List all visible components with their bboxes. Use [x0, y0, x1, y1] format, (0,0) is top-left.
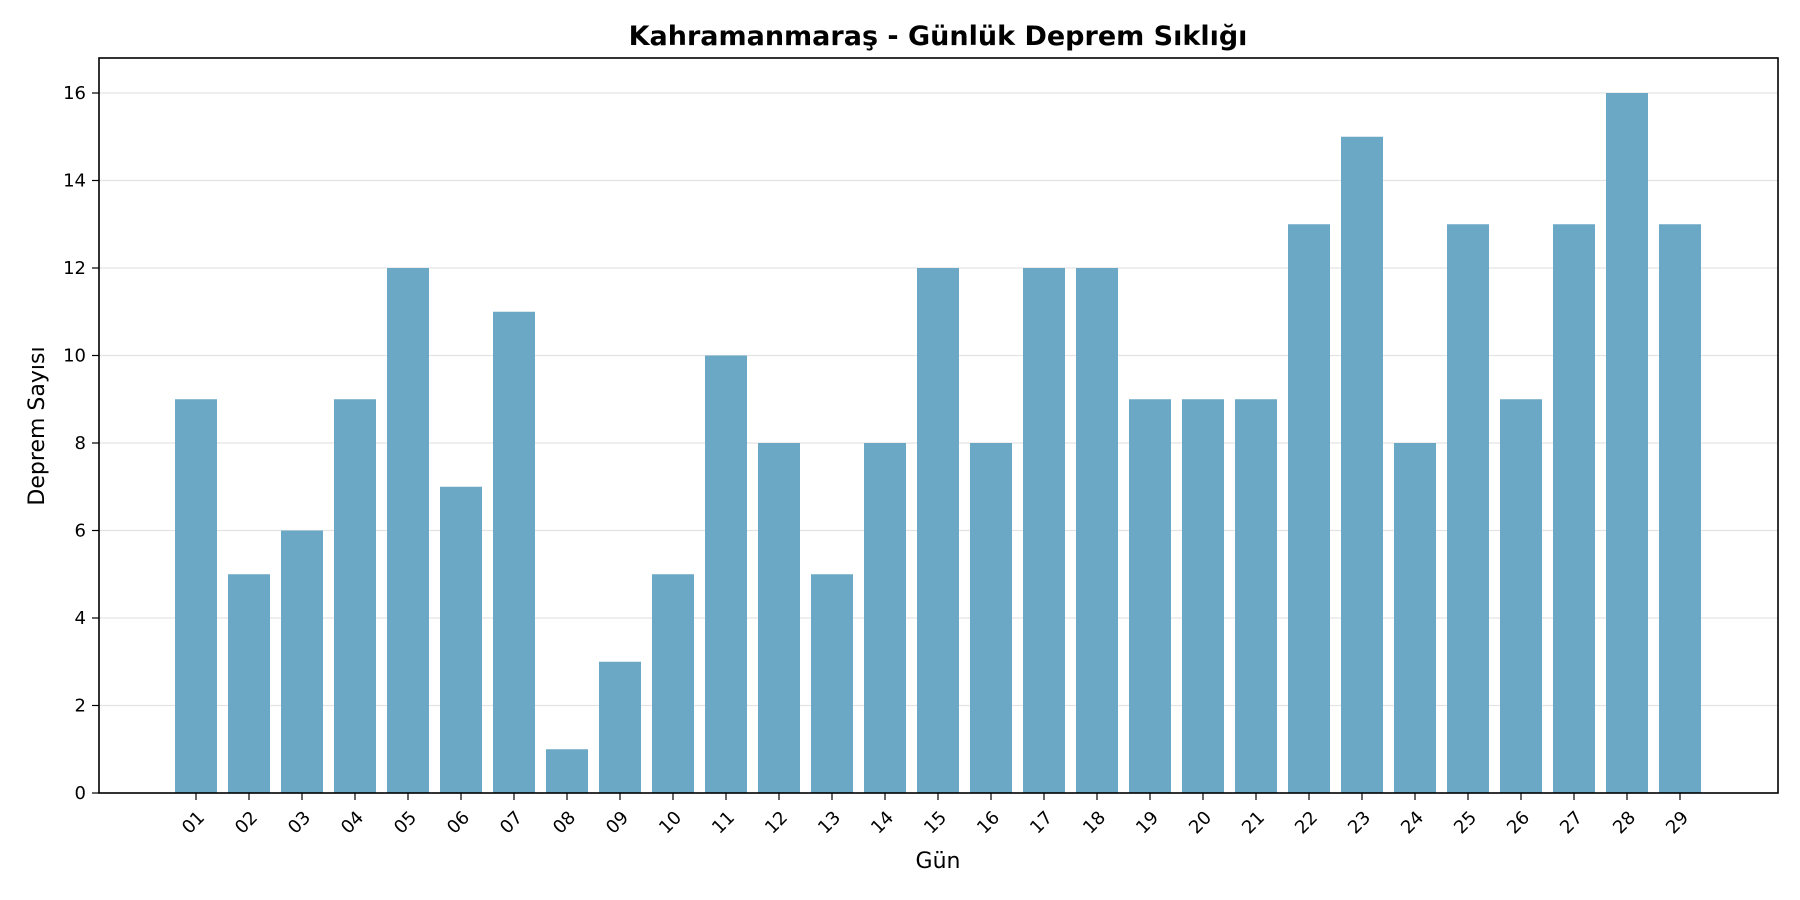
y-tick-label: 2 [75, 696, 86, 717]
x-tick-label: 29 [1662, 807, 1693, 838]
y-tick-label: 6 [75, 521, 86, 542]
bar-02 [228, 574, 270, 793]
bar-22 [1288, 224, 1330, 793]
bar-27 [1553, 224, 1595, 793]
bar-23 [1341, 136, 1383, 793]
x-tick-label: 02 [231, 807, 262, 838]
x-tick-label: 25 [1450, 807, 1481, 838]
bar-14 [864, 443, 906, 793]
bar-12 [758, 443, 800, 793]
x-tick-label: 28 [1609, 807, 1640, 838]
bar-24 [1394, 443, 1436, 793]
x-tick-label: 05 [390, 807, 421, 838]
bar-19 [1129, 399, 1171, 793]
bar-06 [440, 486, 482, 793]
x-axis-ticks: 01 02 03 04 05 06 07 08 09 10 11 12 13 14 15 16 17 18 19 20… [178, 793, 1693, 838]
bar-09 [599, 661, 641, 793]
y-tick-label: 16 [63, 83, 86, 104]
y-tick-label: 12 [63, 258, 86, 279]
bar-11 [705, 355, 747, 793]
bar-16 [970, 443, 1012, 793]
x-tick-label: 03 [284, 807, 315, 838]
bar-04 [334, 399, 376, 793]
x-tick-label: 09 [602, 807, 633, 838]
x-tick-label: 26 [1503, 807, 1534, 838]
x-tick-label: 07 [496, 807, 527, 838]
bar-21 [1235, 399, 1277, 793]
x-tick-label: 20 [1185, 807, 1216, 838]
bar-28 [1606, 93, 1648, 793]
bar-08 [546, 749, 588, 793]
x-tick-label: 16 [973, 807, 1004, 838]
x-tick-label: 13 [814, 807, 845, 838]
x-tick-label: 06 [443, 807, 474, 838]
x-tick-label: 14 [867, 807, 898, 838]
bar-10 [652, 574, 694, 793]
x-tick-label: 18 [1079, 807, 1110, 838]
x-axis-label: Gün [916, 849, 961, 874]
x-tick-label: 24 [1397, 807, 1428, 838]
y-tick-label: 14 [63, 171, 86, 192]
bar-01 [175, 399, 217, 793]
x-tick-label: 11 [708, 807, 739, 838]
x-tick-label: 23 [1344, 807, 1375, 838]
y-tick-label: 0 [75, 783, 86, 804]
x-tick-label: 10 [655, 807, 686, 838]
bar-13 [811, 574, 853, 793]
bar-29 [1659, 224, 1701, 793]
x-tick-label: 15 [920, 807, 951, 838]
bar-03 [281, 530, 323, 793]
bar-05 [387, 268, 429, 793]
bar-17 [1023, 268, 1065, 793]
x-tick-label: 21 [1238, 807, 1269, 838]
x-tick-label: 22 [1291, 807, 1322, 838]
x-tick-label: 27 [1556, 807, 1587, 838]
x-tick-label: 08 [549, 807, 580, 838]
bars [175, 93, 1701, 793]
x-tick-label: 19 [1132, 807, 1163, 838]
y-tick-label: 4 [75, 608, 86, 629]
y-axis-ticks: 0 2 4 6 8 10 12 14 16 [63, 83, 99, 804]
x-tick-label: 17 [1026, 807, 1057, 838]
y-axis-label: Deprem Sayısı [25, 346, 50, 505]
chart-title: Kahramanmaraş - Günlük Deprem Sıklığı [629, 21, 1248, 52]
x-tick-label: 01 [178, 807, 209, 838]
bar-15 [917, 268, 959, 793]
bar-26 [1500, 399, 1542, 793]
bar-25 [1447, 224, 1489, 793]
x-tick-label: 12 [761, 807, 792, 838]
y-tick-label: 8 [75, 433, 86, 454]
bar-20 [1182, 399, 1224, 793]
y-tick-label: 10 [63, 346, 86, 367]
x-tick-label: 04 [337, 807, 368, 838]
bar-18 [1076, 268, 1118, 793]
bar-07 [493, 311, 535, 793]
